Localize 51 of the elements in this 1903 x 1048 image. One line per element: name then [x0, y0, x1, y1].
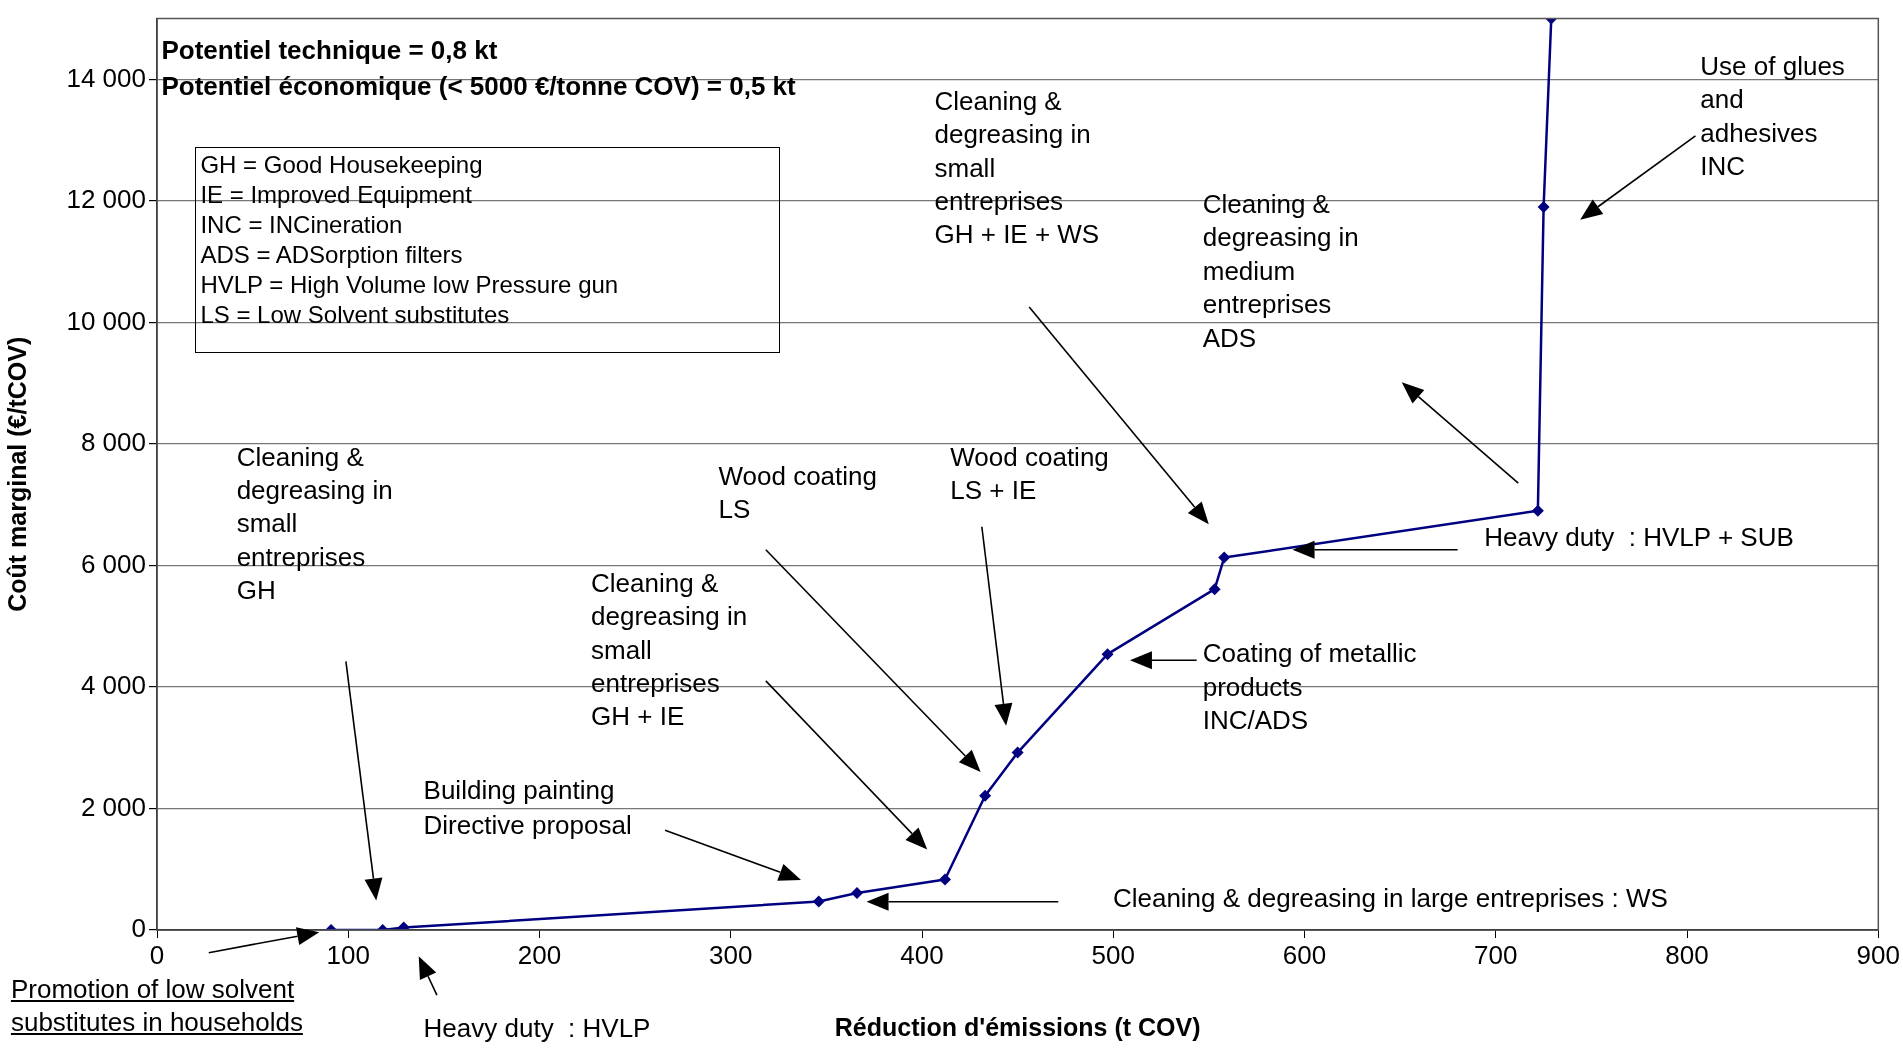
y-tick-label: 8 000 — [80, 427, 146, 458]
x-tick-label: 400 — [900, 939, 944, 970]
annotation: HVLP = High Volume low Pressure gun — [200, 269, 620, 300]
x-tick-label: 700 — [1474, 939, 1518, 970]
x-tick-label: 0 — [149, 939, 165, 970]
annotation: INC = INCineration — [200, 209, 404, 240]
annotation: Cleaning & degreasing in small entreprises GH — [236, 440, 393, 608]
annotation: Wood coating LS + IE — [950, 440, 1109, 507]
point — [851, 886, 863, 899]
x-tick-label: 500 — [1091, 939, 1135, 970]
annotation: Cleaning & degreasing in small entreprises GH + IE + WS — [934, 84, 1100, 252]
annotation: Use of glues and adhesives INC — [1700, 49, 1845, 183]
y-tick-label: 14 000 — [66, 62, 146, 93]
x-tick-label: 300 — [709, 939, 753, 970]
point — [979, 789, 992, 802]
point — [1101, 648, 1114, 661]
y-tick-label: 2 000 — [80, 791, 146, 822]
annotation: Cleaning & degreasing in small entreprises GH + IE — [591, 566, 748, 734]
annotation: ADS = ADSorption filters — [200, 239, 464, 270]
x-tick-label: 800 — [1665, 939, 1709, 970]
annotation: Wood coating LS — [718, 459, 877, 527]
point — [1011, 746, 1024, 759]
annotation: Potentiel technique = 0,8 kt — [161, 35, 498, 66]
point — [1208, 583, 1221, 596]
annotation: Cleaning & degreasing in large entreprises : WS — [1112, 882, 1668, 916]
point — [1531, 504, 1544, 517]
annotation: Coating of metallic products INC/ADS — [1202, 637, 1417, 737]
annotation: GH = Good Housekeeping — [200, 149, 484, 180]
point — [938, 873, 951, 886]
x-axis-title: Réduction d'émissions (t COV) — [834, 1012, 1201, 1041]
y-tick-label: 6 000 — [80, 548, 146, 579]
annotation: LS = Low Solvent substitutes — [200, 299, 511, 330]
annotation: IE = Improved Equipment — [200, 179, 473, 210]
x-tick-label: 600 — [1282, 939, 1327, 970]
text: Heavy duty : HVLP — [423, 1012, 651, 1046]
annotation: Building painting Directive proposal — [423, 774, 632, 842]
annotation: Heavy duty : HVLP + SUB — [1484, 520, 1794, 554]
annotation: Cleaning & degreasing in medium entreprises ADS — [1202, 188, 1359, 355]
annotation: Potentiel économique (< 5000 €/tonne COV) = 0,5 kt — [161, 70, 796, 101]
x-tick-label: 100 — [326, 939, 370, 970]
y-tick-label: 0 — [131, 913, 146, 944]
point — [812, 895, 825, 908]
y-tick-label: 12 000 — [66, 184, 146, 215]
annotation: Promotion of low solvent substitutes in households — [10, 973, 303, 1039]
x-tick-label: 200 — [517, 939, 562, 970]
x-tick-label: 900 — [1856, 939, 1901, 970]
y-tick-label: 10 000 — [66, 305, 146, 336]
y-tick-label: 4 000 — [80, 670, 146, 701]
point — [1537, 200, 1550, 213]
point — [1218, 551, 1231, 564]
y-axis-title: Coût marginal (€/tCOV) — [2, 336, 31, 612]
